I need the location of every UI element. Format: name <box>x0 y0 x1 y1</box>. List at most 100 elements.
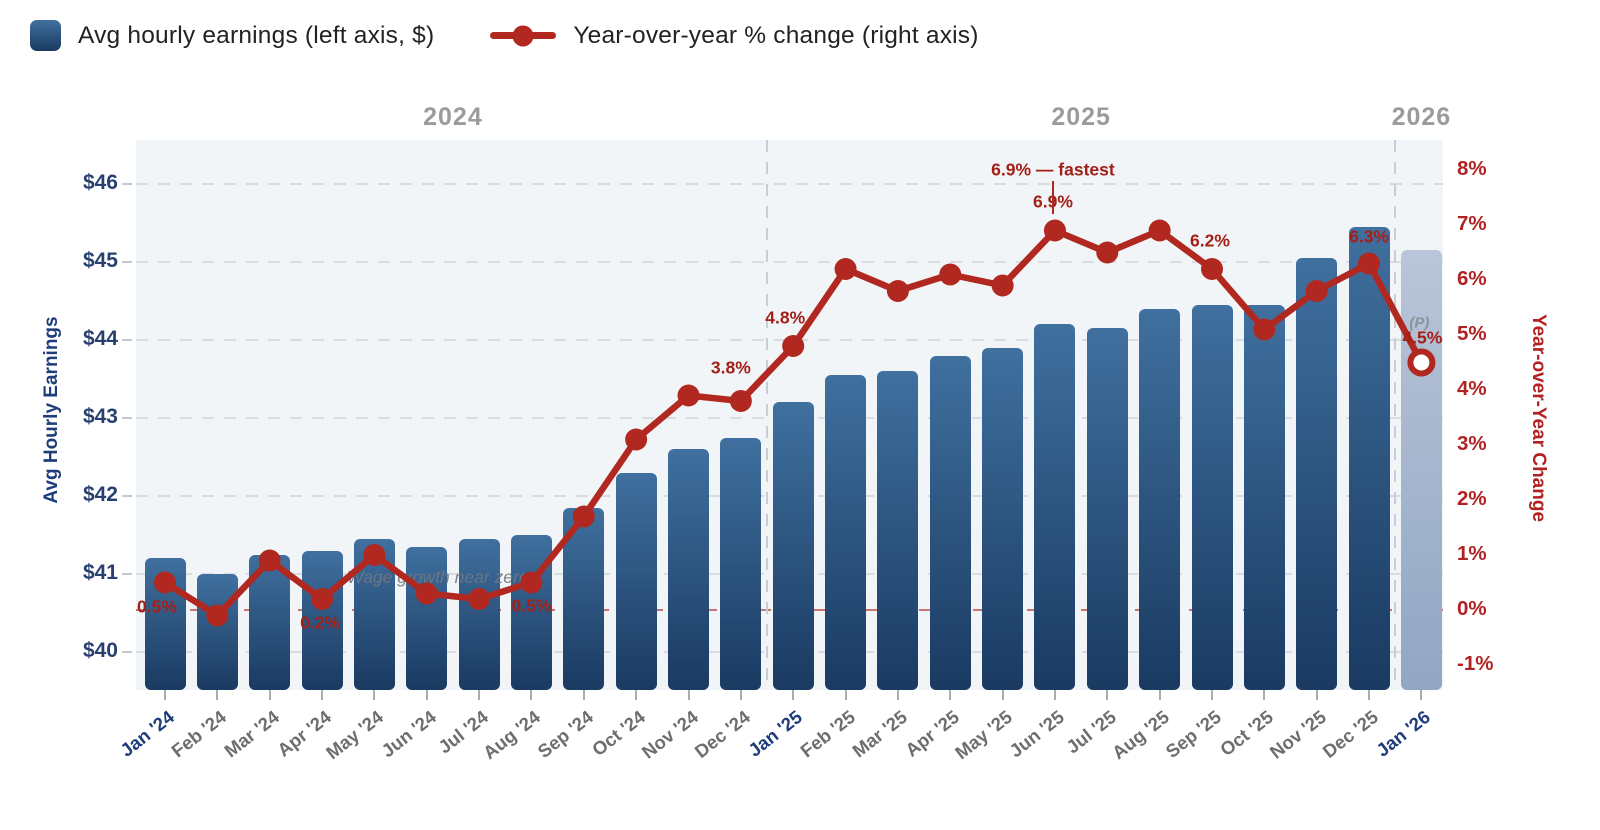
point-May-25[interactable] <box>991 274 1014 297</box>
bar-Dec-25[interactable] <box>1348 226 1390 690</box>
year-separator <box>766 140 769 690</box>
right-axis-tick-label: 2% <box>1457 487 1487 510</box>
x-axis-tick <box>216 690 219 700</box>
bar-Jun-25[interactable] <box>1034 324 1076 690</box>
x-axis-tick <box>1263 690 1266 700</box>
left-axis-tick-label: $43 <box>82 405 118 428</box>
x-axis-tick <box>896 690 899 700</box>
bar-Nov-25[interactable] <box>1296 258 1338 690</box>
bar-Jan-25[interactable] <box>772 402 814 690</box>
point-label-38: 3.8% <box>710 357 751 378</box>
point-Jan-24[interactable] <box>154 571 176 594</box>
x-axis-tick <box>1001 690 1004 700</box>
point-label-05: 0.5% <box>137 596 177 616</box>
point-Feb-25[interactable] <box>834 258 857 280</box>
x-axis-tick <box>739 690 742 700</box>
bar-Apr-25[interactable] <box>929 355 971 690</box>
bar-Oct-24[interactable] <box>615 472 657 690</box>
year-label-2024: 2024 <box>423 103 483 131</box>
point-Nov-24[interactable] <box>677 384 700 407</box>
x-axis-tick <box>373 690 376 700</box>
point-Jul-24[interactable] <box>468 588 491 610</box>
x-axis-tick <box>635 690 638 700</box>
bar-Feb-25[interactable] <box>825 375 867 690</box>
point-Jul-25[interactable] <box>1096 241 1119 264</box>
point-label-02: 0.2% <box>300 612 340 633</box>
left-axis-tick-label: $46 <box>82 171 118 194</box>
legend-item-bars[interactable]: Avg hourly earnings (left axis, $) <box>30 20 434 51</box>
point-Aug-24[interactable] <box>520 571 543 594</box>
bar-Jul-25[interactable] <box>1086 328 1128 690</box>
right-axis-tick-label: 6% <box>1457 267 1487 290</box>
bar-Oct-25[interactable] <box>1243 304 1285 690</box>
point-Jun-25[interactable] <box>1043 219 1066 242</box>
point-label-62: 6.2% <box>1190 230 1230 251</box>
right-axis-tick-label: 1% <box>1457 542 1487 565</box>
year-label-2025: 2025 <box>1051 103 1111 131</box>
legend-bars-label: Avg hourly earnings (left axis, $) <box>78 21 435 49</box>
x-axis-tick <box>1053 690 1056 700</box>
point-Jun-24[interactable] <box>415 582 438 605</box>
bar-Jan-26[interactable] <box>1400 250 1442 690</box>
point-Jan-25[interactable] <box>782 335 805 357</box>
point-Mar-25[interactable] <box>886 280 909 302</box>
point-Apr-25[interactable] <box>939 263 962 286</box>
point-label-05: 0.5% <box>511 595 552 615</box>
x-axis-tick <box>425 690 428 700</box>
left-axis-tick <box>122 339 132 341</box>
bar-Mar-25[interactable] <box>877 371 919 690</box>
dollar-gridline <box>136 261 1443 263</box>
left-axis-tick-label: $45 <box>82 249 118 272</box>
left-axis-tick-label: $40 <box>82 639 118 662</box>
x-axis-tick <box>321 690 324 700</box>
legend: Avg hourly earnings (left axis, $) Year-… <box>30 20 979 51</box>
left-axis-tick <box>122 261 132 263</box>
annotation-preliminary: (P) <box>1409 314 1430 331</box>
point-Nov-25[interactable] <box>1305 280 1328 302</box>
legend-line-label: Year-over-year % change (right axis) <box>573 21 979 49</box>
point-May-24[interactable] <box>363 544 386 566</box>
point-Sep-24[interactable] <box>572 505 595 528</box>
bar-Dec-24[interactable] <box>720 437 762 690</box>
point-provisional-Jan-26[interactable] <box>1407 348 1436 377</box>
year-separator <box>1394 140 1397 690</box>
legend-item-line[interactable]: Year-over-year % change (right axis) <box>490 22 978 50</box>
bar-Apr-24[interactable] <box>301 550 343 690</box>
point-Sep-25[interactable] <box>1201 258 1223 280</box>
x-axis-tick <box>949 690 952 700</box>
left-axis-tick <box>122 651 132 653</box>
right-axis-tick-label: 4% <box>1457 377 1487 400</box>
point-label-45: 4.5% <box>1402 327 1443 347</box>
x-axis-tick <box>582 690 585 700</box>
point-Aug-25[interactable] <box>1148 219 1171 242</box>
bar-Feb-24[interactable] <box>196 574 238 690</box>
left-axis-tick-label: $41 <box>82 561 118 584</box>
bar-Jul-24[interactable] <box>458 538 500 690</box>
bar-Sep-25[interactable] <box>1191 304 1233 690</box>
bar-Jun-24[interactable] <box>406 546 448 690</box>
left-axis-tick-label: $44 <box>82 327 118 350</box>
point-Oct-25[interactable] <box>1253 318 1276 341</box>
right-axis-tick-label: 8% <box>1457 157 1487 180</box>
annotation-leader-line <box>1051 181 1055 214</box>
x-axis-tick <box>844 690 847 700</box>
x-axis-tick <box>478 690 481 700</box>
right-axis-tick-label: -1% <box>1457 652 1494 675</box>
point-Dec-25[interactable] <box>1358 252 1381 275</box>
left-axis-tick-label: $42 <box>82 483 118 506</box>
point-Dec-24[interactable] <box>729 390 752 412</box>
bar-Aug-25[interactable] <box>1139 308 1181 690</box>
bar-May-25[interactable] <box>982 347 1024 690</box>
left-axis-tick <box>122 573 132 575</box>
point-Mar-24[interactable] <box>258 549 281 572</box>
x-axis-tick <box>268 690 271 700</box>
x-axis-tick <box>1315 690 1318 700</box>
dollar-gridline <box>136 183 1443 185</box>
point-Feb-24[interactable] <box>206 604 229 627</box>
point-Apr-24[interactable] <box>311 588 334 610</box>
left-axis-tick <box>122 495 132 497</box>
point-Oct-24[interactable] <box>625 428 648 451</box>
bar-Nov-24[interactable] <box>668 449 709 690</box>
right-axis-tick-label: 7% <box>1457 212 1487 235</box>
